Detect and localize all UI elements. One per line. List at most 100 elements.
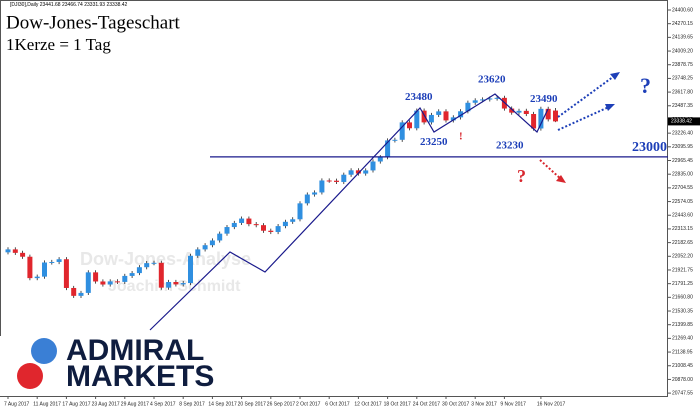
candle-body bbox=[275, 226, 281, 232]
sign: ? bbox=[640, 73, 651, 98]
price-box bbox=[668, 117, 700, 126]
watermark: Joachim Schmidt bbox=[108, 278, 241, 295]
candle-body bbox=[392, 139, 398, 141]
candle-body bbox=[545, 108, 551, 120]
candle-body bbox=[414, 110, 420, 129]
candle-body bbox=[363, 170, 369, 174]
candle-body bbox=[312, 192, 318, 195]
candle-body bbox=[553, 110, 558, 122]
x-tick-label: 3 Nov 2017 bbox=[471, 401, 497, 407]
x-tick-label: 12 Oct 2017 bbox=[354, 401, 381, 407]
candle-body bbox=[465, 102, 471, 112]
y-tick-label: 24400.60 bbox=[672, 7, 693, 13]
y-tick-label: 22574.05 bbox=[672, 199, 693, 205]
candle-body bbox=[42, 262, 47, 277]
y-tick-label: 20878.00 bbox=[672, 377, 693, 383]
candle-body bbox=[436, 111, 442, 115]
candle-body bbox=[472, 100, 478, 103]
candle-body bbox=[487, 98, 493, 100]
arrow-side bbox=[557, 105, 612, 131]
candle-body bbox=[166, 282, 172, 288]
candle-body bbox=[246, 218, 252, 225]
candle-body bbox=[100, 281, 106, 285]
candle-body bbox=[78, 292, 84, 296]
candle-body bbox=[348, 170, 354, 175]
candle-body bbox=[217, 233, 223, 241]
candle-body bbox=[399, 122, 405, 140]
candle-body bbox=[151, 262, 157, 264]
y-tick-label: 24270.15 bbox=[672, 21, 693, 27]
logo-text: MARKETS bbox=[66, 360, 214, 393]
y-tick-label: 23095.95 bbox=[672, 144, 693, 150]
candle-body bbox=[34, 276, 40, 279]
candle-body bbox=[538, 108, 544, 129]
candle-body bbox=[319, 180, 325, 193]
candle-body bbox=[480, 99, 485, 101]
candle-body bbox=[421, 110, 427, 123]
candle-body bbox=[523, 110, 529, 114]
y-tick-label: 22052.20 bbox=[672, 254, 693, 260]
sign: ! bbox=[459, 131, 463, 143]
y-tick-label: 22965.45 bbox=[672, 158, 693, 164]
x-tick-label: 14 Sep 2017 bbox=[208, 401, 237, 407]
y-tick-label: 21138.95 bbox=[672, 349, 693, 355]
y-tick-label: 23748.25 bbox=[672, 76, 693, 82]
arrow-head bbox=[610, 72, 620, 80]
y-tick-label: 22835.00 bbox=[672, 172, 693, 178]
candle-body bbox=[268, 230, 274, 232]
candle-body bbox=[370, 161, 376, 171]
y-tick-label: 21008.45 bbox=[672, 363, 693, 369]
y-tick-label: 24009.20 bbox=[672, 48, 693, 54]
y-tick-label: 21660.80 bbox=[672, 295, 693, 301]
candle-body bbox=[355, 170, 361, 174]
y-tick-label: 23226.40 bbox=[672, 130, 693, 136]
candle-body bbox=[136, 267, 142, 274]
candle-body bbox=[377, 157, 383, 162]
x-tick-label: 17 Aug 2017 bbox=[62, 401, 90, 407]
arrow-down bbox=[539, 159, 563, 181]
candle-body bbox=[341, 174, 347, 182]
candle-body bbox=[334, 180, 339, 182]
y-tick-label: 21269.40 bbox=[672, 336, 693, 342]
x-tick-label: 16 Nov 2017 bbox=[537, 401, 566, 407]
x-tick-label: 18 Oct 2017 bbox=[384, 401, 411, 407]
y-tick-label: 21791.25 bbox=[672, 281, 693, 287]
y-tick-label: 21921.75 bbox=[672, 267, 693, 273]
x-tick-label: 6 Oct 2017 bbox=[325, 401, 350, 407]
low: 23331.93 bbox=[84, 2, 105, 8]
high: 23466.74 bbox=[62, 2, 83, 8]
annotation: 23230 bbox=[496, 139, 524, 151]
candle-body bbox=[144, 263, 150, 268]
candle-body bbox=[494, 97, 500, 99]
x-tick-label: 9 Nov 2017 bbox=[500, 401, 526, 407]
x-tick-label: 29 Aug 2017 bbox=[121, 401, 149, 407]
x-tick-label: 8 Sep 2017 bbox=[179, 401, 205, 407]
x-tick-label: 4 Sep 2017 bbox=[150, 401, 176, 407]
x-tick-label: 11 Aug 2017 bbox=[33, 401, 61, 407]
candle-body bbox=[282, 221, 288, 227]
candle-body bbox=[122, 275, 128, 282]
candle-body bbox=[531, 113, 537, 129]
chart-title: Dow-Jones-Tageschart bbox=[6, 12, 181, 33]
annotation: 23490 bbox=[530, 93, 558, 105]
candle-body bbox=[326, 180, 332, 182]
symbol: [DJI30],Daily bbox=[10, 2, 39, 8]
y-tick-label: 22313.15 bbox=[672, 226, 693, 232]
logo-text: ADMIRAL bbox=[66, 334, 204, 367]
logo-dot bbox=[17, 363, 43, 389]
candle-body bbox=[458, 111, 464, 118]
candle-body bbox=[49, 261, 55, 263]
candle-body bbox=[27, 256, 33, 279]
candle-body bbox=[209, 240, 215, 246]
arrow-up bbox=[557, 73, 618, 118]
candle-body bbox=[224, 227, 230, 234]
y-tick-label: 21530.35 bbox=[672, 308, 693, 314]
candle-body bbox=[239, 218, 245, 223]
y-tick-label: 23617.80 bbox=[672, 89, 693, 95]
x-tick-label: 7 Aug 2017 bbox=[4, 401, 30, 407]
candle-body bbox=[93, 272, 99, 282]
candle-body bbox=[509, 108, 515, 113]
y-tick-label: 23878.75 bbox=[672, 62, 693, 68]
candle-body bbox=[304, 194, 310, 204]
